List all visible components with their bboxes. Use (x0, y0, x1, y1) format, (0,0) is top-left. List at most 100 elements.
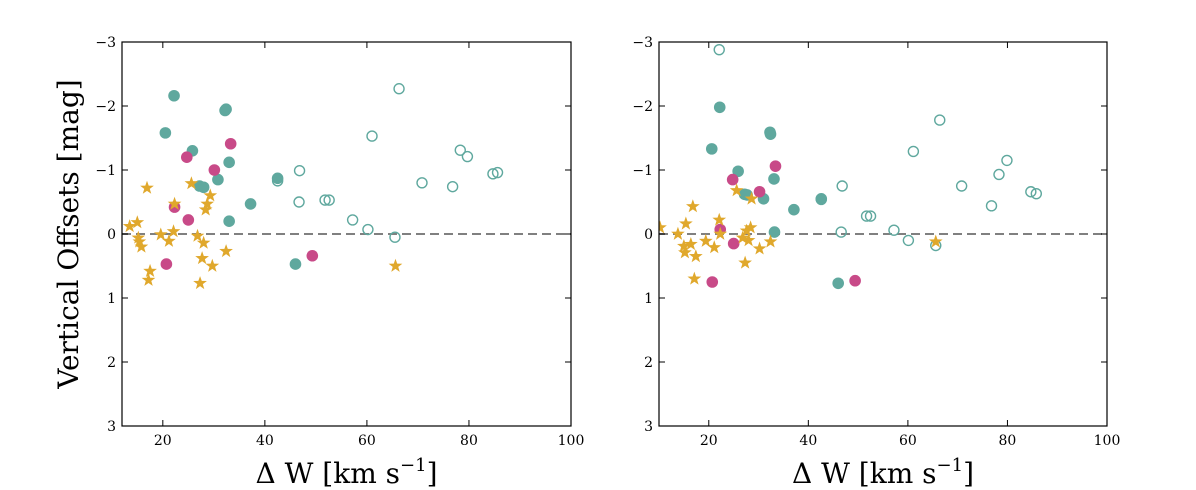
data-point-filled-circle (306, 249, 319, 262)
data-point-open-circle (1001, 154, 1013, 167)
data-point-filled-circle (832, 277, 844, 290)
data-point-star (195, 251, 209, 265)
data-point-star (198, 202, 213, 216)
data-point-star (735, 230, 750, 244)
data-point-star (684, 237, 698, 251)
x-tick-label: 80 (460, 433, 478, 449)
data-point-open-circle (888, 224, 900, 236)
data-point-star (688, 249, 703, 263)
data-point-filled-circle (732, 165, 744, 178)
data-point-star (729, 183, 744, 197)
data-point-open-circle (934, 114, 946, 126)
y-tick-label: −1 (95, 163, 116, 179)
data-point-open-circle (1030, 187, 1043, 200)
x-axis-label-exponent: −1 (400, 455, 427, 476)
data-point-open-circle (907, 145, 920, 158)
data-point-star (162, 233, 176, 247)
data-point-open-circle (454, 144, 466, 156)
data-point-star (698, 233, 713, 247)
data-point-star (741, 233, 756, 247)
y-tick-label: 2 (107, 355, 116, 371)
data-point-open-circle (815, 193, 827, 206)
data-point-open-circle (319, 194, 331, 206)
x-axis-label: Δ W [km s−1] (256, 455, 438, 490)
data-point-open-circle (293, 196, 305, 208)
data-point-open-circle (955, 180, 968, 192)
data-point-open-circle (323, 194, 335, 206)
x-axis-label-exponent: −1 (937, 455, 964, 476)
y-tick-label: −3 (632, 35, 653, 51)
data-point-filled-circle (753, 185, 766, 198)
data-point-filled-circle (706, 276, 719, 288)
data-point-filled-circle (289, 258, 302, 270)
y-tick-label: −3 (95, 35, 116, 51)
data-point-star (122, 219, 137, 233)
y-tick-label: 3 (107, 419, 116, 435)
data-point-filled-circle (705, 143, 718, 155)
x-tick-label: 40 (799, 433, 817, 449)
data-point-star (130, 215, 145, 229)
data-point-star (707, 240, 722, 254)
data-point-filled-circle (788, 203, 800, 216)
data-point-open-circle (389, 231, 401, 243)
data-point-star (712, 212, 727, 226)
y-tick-label: 1 (107, 291, 116, 307)
data-point-star (219, 244, 233, 258)
data-point-open-circle (1025, 186, 1037, 198)
data-point-open-circle (864, 210, 877, 222)
data-point-star (196, 235, 211, 249)
data-point-filled-circle (168, 89, 180, 102)
x-tick-label: 60 (899, 433, 917, 449)
data-point-star (687, 271, 702, 285)
data-point-star (678, 245, 692, 259)
data-point-star (679, 216, 693, 230)
data-point-filled-circle (849, 274, 861, 287)
data-point-filled-circle (182, 214, 195, 226)
data-point-open-circle (835, 226, 847, 238)
data-point-filled-circle (224, 137, 237, 150)
x-axis-label-bracket: ] (427, 457, 438, 490)
data-point-star (659, 220, 667, 234)
x-tick-label: 100 (1094, 433, 1121, 449)
data-point-filled-circle (159, 127, 172, 139)
data-point-star (193, 276, 207, 290)
y-tick-label: 0 (644, 227, 653, 243)
data-point-star (205, 258, 220, 272)
data-point-filled-circle (223, 156, 235, 169)
data-point-open-circle (860, 210, 873, 222)
data-point-open-circle (985, 200, 998, 212)
data-point-open-circle (713, 43, 725, 56)
data-point-filled-circle (769, 160, 782, 172)
data-point-star (131, 230, 146, 244)
y-tick-label: 3 (644, 419, 653, 435)
data-point-open-circle (416, 177, 428, 189)
x-axis-label-text: Δ W [km s (792, 457, 937, 490)
data-point-star (686, 199, 700, 213)
data-point-filled-circle (727, 237, 740, 250)
data-point-filled-circle (212, 173, 224, 186)
data-points (659, 43, 1043, 290)
data-point-star (134, 239, 149, 253)
data-point-star (739, 223, 754, 237)
y-tick-label: −2 (95, 99, 116, 115)
data-point-open-circle (902, 234, 915, 247)
data-point-star (166, 224, 181, 238)
y-axis-label: Vertical Offsets [mag] (52, 79, 85, 389)
data-point-star (763, 234, 778, 248)
data-point-filled-circle (160, 258, 173, 270)
data-point-star (671, 226, 685, 240)
data-point-star (743, 220, 758, 234)
data-point-open-circle (461, 150, 474, 163)
x-tick-label: 40 (256, 433, 274, 449)
data-point-star (141, 272, 156, 286)
y-tick-label: −2 (632, 99, 653, 115)
data-point-filled-circle (197, 181, 210, 194)
data-point-filled-circle (180, 151, 193, 163)
data-point-open-circle (271, 175, 284, 187)
data-point-filled-circle (768, 173, 780, 185)
data-point-filled-circle (271, 172, 284, 185)
data-point-star (744, 191, 759, 205)
data-point-star (143, 263, 157, 277)
